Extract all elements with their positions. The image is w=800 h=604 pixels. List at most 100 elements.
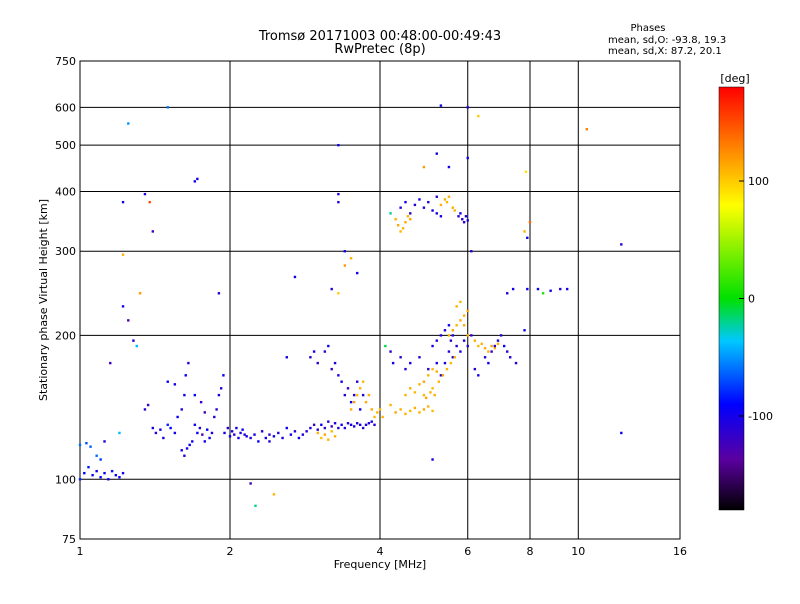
data-point (447, 165, 451, 169)
data-point (449, 339, 453, 342)
data-point (118, 476, 121, 479)
data-point (169, 426, 172, 430)
data-point (396, 224, 400, 227)
y-axis-label: Stationary phase Virtual Height [km] (37, 199, 50, 401)
data-point (196, 177, 199, 181)
data-point (502, 344, 506, 348)
data-point (541, 292, 545, 295)
data-point (215, 408, 218, 411)
data-point (493, 344, 497, 348)
data-point (343, 250, 347, 253)
data-point (312, 423, 316, 427)
grid-lines (80, 61, 680, 539)
data-point (389, 212, 392, 215)
data-point (620, 243, 623, 246)
data-point (143, 408, 147, 411)
data-point (185, 447, 189, 450)
data-point (514, 361, 518, 365)
data-point (447, 334, 451, 337)
data-point (85, 441, 88, 445)
data-point (205, 428, 209, 431)
chart-subtitle: RwPretec (8p) (334, 42, 425, 57)
data-point (309, 356, 312, 359)
data-point (199, 400, 203, 404)
y-tick-label: 300 (55, 245, 76, 258)
data-point (447, 350, 451, 353)
data-point (459, 350, 462, 353)
data-point (431, 367, 434, 371)
data-point (505, 350, 509, 353)
data-point (439, 374, 443, 377)
data-point (114, 473, 118, 477)
data-point (431, 458, 434, 461)
data-point (210, 431, 214, 435)
data-point (154, 431, 158, 435)
x-tick-label: 4 (377, 545, 384, 558)
y-tick-label: 75 (62, 533, 76, 546)
data-point (399, 206, 402, 209)
axis-ticks: 1 2 4 6 8 10 16 75 100 200 300 400 500 600 750 (55, 55, 687, 558)
data-point (121, 200, 125, 204)
data-point (173, 383, 177, 386)
data-point (95, 469, 98, 473)
data-point (466, 156, 469, 160)
x-tick-label: 16 (673, 545, 687, 558)
data-point (333, 435, 337, 438)
data-point (409, 409, 412, 413)
data-point (433, 393, 436, 397)
data-point (277, 431, 280, 435)
data-point (399, 356, 402, 359)
data-point (352, 393, 356, 397)
data-point (268, 440, 271, 443)
data-point (364, 400, 368, 404)
data-point (309, 426, 312, 430)
data-point (201, 433, 204, 436)
data-point (352, 400, 356, 404)
data-point (107, 478, 110, 481)
data-point (305, 430, 308, 433)
data-point (355, 393, 359, 397)
data-point (457, 215, 460, 218)
data-point (330, 287, 333, 291)
data-point (451, 356, 455, 359)
data-point (89, 445, 92, 448)
data-point (146, 403, 150, 407)
data-point (427, 367, 430, 371)
data-point (95, 454, 98, 457)
data-point (462, 324, 466, 327)
data-point (330, 367, 333, 371)
data-point (340, 380, 343, 383)
data-point (524, 170, 528, 173)
data-point (439, 203, 443, 207)
data-point (333, 422, 337, 425)
data-point (118, 431, 121, 435)
data-point (431, 387, 434, 390)
data-point (340, 423, 343, 427)
data-point (343, 393, 347, 397)
data-point (268, 433, 271, 436)
data-point (364, 423, 368, 427)
data-point (445, 367, 449, 371)
data-point (355, 380, 359, 383)
data-point (404, 200, 407, 204)
data-point (241, 428, 244, 431)
data-point (455, 305, 458, 308)
data-point (223, 431, 226, 435)
y-tick-label: 100 (55, 473, 76, 486)
data-point (523, 329, 526, 332)
y-tick-label: 500 (55, 139, 76, 152)
data-point (316, 428, 319, 431)
data-point (466, 334, 469, 337)
data-point (180, 408, 183, 411)
data-point (466, 309, 469, 313)
data-point (91, 473, 94, 477)
data-point (346, 387, 350, 390)
data-point (466, 219, 469, 222)
data-point (447, 195, 451, 198)
data-point (316, 361, 319, 365)
data-point (361, 393, 365, 397)
data-point (620, 431, 623, 435)
data-point (585, 127, 588, 131)
data-point (289, 433, 293, 436)
